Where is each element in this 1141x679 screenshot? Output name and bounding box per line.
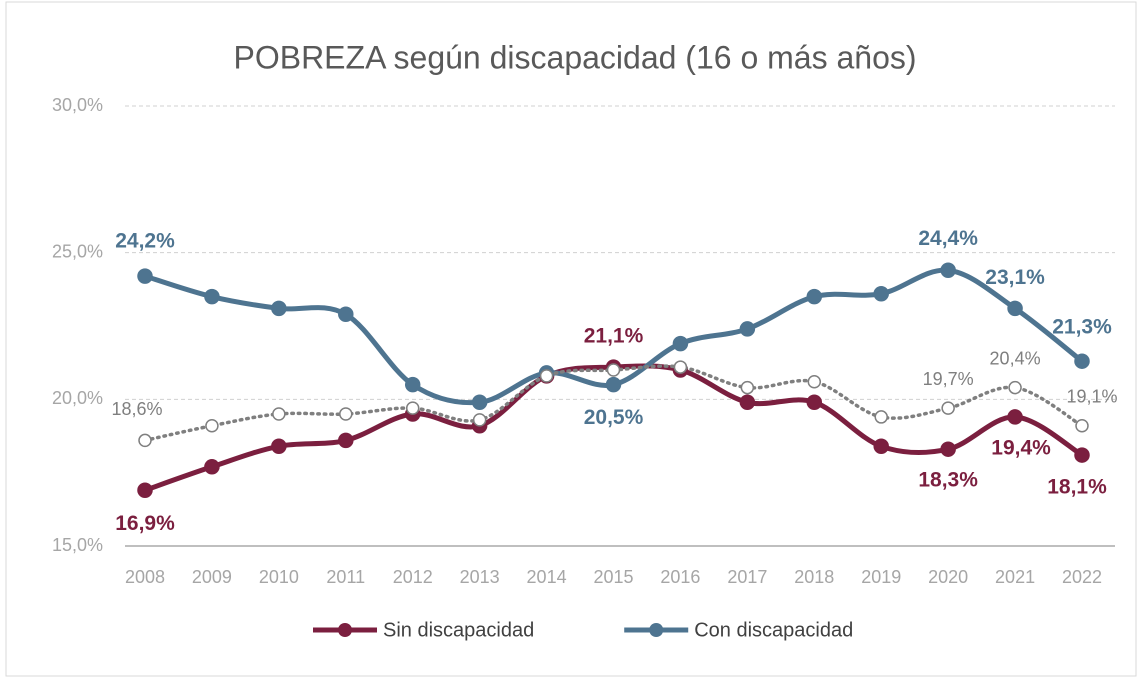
point (338, 306, 354, 323)
y-tick-label: 15,0% (52, 535, 103, 555)
point (1074, 353, 1090, 369)
x-tick-label: 2014 (527, 567, 567, 587)
point (405, 401, 420, 415)
chart-border (5, 1, 1137, 677)
point (472, 413, 487, 427)
point (806, 288, 823, 305)
data-label: 21,1% (584, 325, 644, 348)
point (404, 376, 421, 393)
point (873, 438, 889, 455)
point (807, 374, 822, 389)
point (271, 300, 287, 317)
x-tick-label: 2015 (593, 567, 633, 587)
x-tick-label: 2018 (794, 567, 834, 587)
data-label: 20,5% (584, 406, 644, 429)
data-label: 24,2% (115, 230, 175, 253)
point (1074, 447, 1090, 463)
legend-label: Sin discapacidad (383, 619, 534, 641)
x-tick-label: 2013 (460, 567, 500, 587)
point (873, 285, 889, 302)
point (941, 401, 955, 415)
data-label: 21,3% (1052, 316, 1112, 339)
point (204, 459, 220, 475)
x-tick-label: 2019 (861, 567, 901, 587)
point (940, 262, 956, 279)
data-label: 19,7% (923, 369, 974, 389)
point (137, 268, 153, 284)
legend-marker (338, 623, 352, 637)
x-tick-label: 2010 (259, 567, 299, 587)
data-label: 18,6% (111, 399, 162, 419)
x-tick-label: 2021 (995, 567, 1035, 587)
point (1075, 418, 1089, 433)
y-tick-label: 20,0% (52, 388, 103, 408)
x-tick-label: 2022 (1062, 567, 1102, 587)
x-tick-label: 2020 (928, 567, 968, 587)
point (339, 407, 353, 421)
point (205, 418, 219, 433)
data-label: 24,4% (918, 227, 978, 250)
point (539, 369, 554, 383)
chart-title: POBREZA según discapacidad (16 o más año… (233, 39, 916, 75)
point (204, 288, 220, 305)
point (137, 482, 153, 499)
x-tick-label: 2017 (727, 567, 767, 587)
x-tick-label: 2016 (660, 567, 700, 587)
point (1008, 380, 1022, 395)
y-tick-label: 30,0% (52, 95, 103, 115)
data-label: 16,9% (115, 512, 175, 535)
point (471, 394, 488, 411)
data-label: 20,4% (990, 348, 1041, 368)
point (271, 438, 287, 455)
point (272, 407, 286, 421)
x-tick-label: 2008 (125, 567, 165, 587)
point (1007, 300, 1023, 317)
point (606, 363, 621, 377)
data-label: 19,4% (991, 436, 1051, 459)
data-label: 23,1% (985, 266, 1045, 289)
point (806, 394, 823, 411)
legend-label: Con discapacidad (694, 619, 853, 641)
point (740, 380, 755, 395)
y-tick-label: 25,0% (52, 241, 103, 261)
data-label: 18,3% (918, 469, 978, 492)
point (739, 394, 756, 411)
point (672, 335, 689, 352)
point (739, 321, 756, 337)
legend-marker (649, 623, 664, 637)
point (605, 376, 622, 393)
data-label: 19,1% (1066, 386, 1117, 406)
point (673, 360, 688, 374)
point (940, 441, 956, 457)
x-tick-label: 2012 (393, 567, 433, 587)
point (138, 433, 152, 448)
x-tick-label: 2011 (326, 567, 365, 587)
x-tick-label: 2009 (192, 567, 232, 587)
point (1007, 409, 1023, 425)
point (338, 432, 354, 449)
data-label: 18,1% (1047, 476, 1107, 499)
point (874, 410, 888, 424)
